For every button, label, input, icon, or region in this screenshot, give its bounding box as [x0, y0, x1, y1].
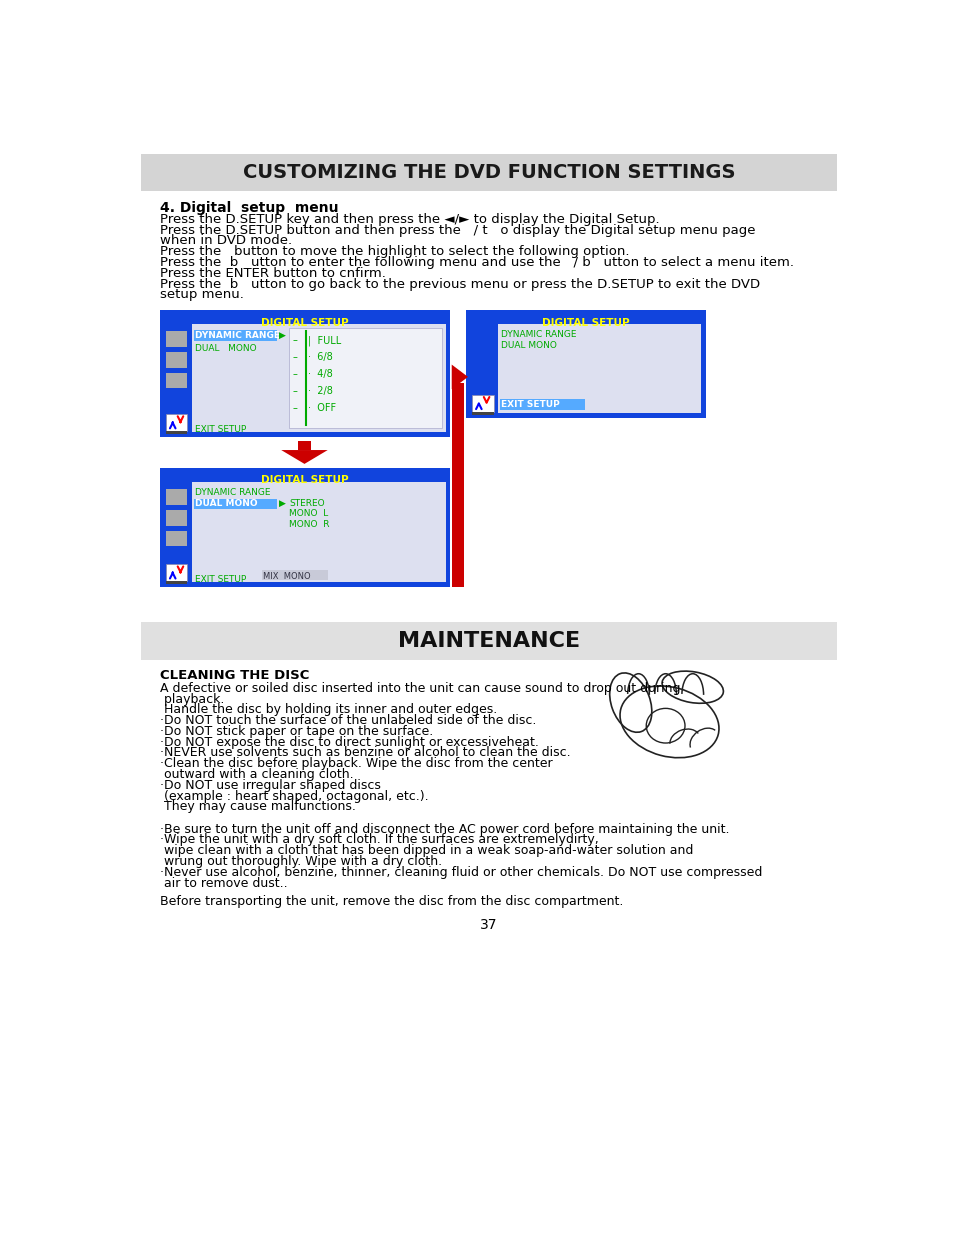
- Bar: [141, 154, 836, 191]
- Text: DIGITAL SETUP: DIGITAL SETUP: [541, 317, 629, 327]
- Bar: [141, 621, 836, 661]
- Text: EXIT SETUP: EXIT SETUP: [195, 574, 246, 584]
- Text: EXIT SETUP: EXIT SETUP: [500, 400, 559, 409]
- Bar: [166, 580, 187, 584]
- Text: –: –: [293, 369, 297, 379]
- Text: CLEANING THE DISC: CLEANING THE DISC: [159, 668, 309, 682]
- Text: A defective or soiled disc inserted into the unit can cause sound to drop out du: A defective or soiled disc inserted into…: [159, 682, 679, 695]
- Text: –: –: [293, 387, 297, 396]
- Text: DIGITAL SETUP: DIGITAL SETUP: [261, 317, 348, 327]
- Bar: [166, 373, 187, 389]
- Text: ·  4/8: · 4/8: [308, 369, 333, 379]
- Text: MAINTENANCE: MAINTENANCE: [397, 631, 579, 651]
- Text: setup menu.: setup menu.: [159, 288, 243, 301]
- Text: ·Wipe the unit with a dry soft cloth. If the surfaces are extremelydirty,: ·Wipe the unit with a dry soft cloth. If…: [159, 834, 598, 846]
- Text: ·Clean the disc before playback. Wipe the disc from the center: ·Clean the disc before playback. Wipe th…: [159, 757, 552, 771]
- Bar: [192, 482, 445, 583]
- Bar: [472, 411, 493, 415]
- Text: ·Do NOT touch the surface of the unlabeled side of the disc.: ·Do NOT touch the surface of the unlabel…: [159, 714, 536, 727]
- Text: DUAL MONO: DUAL MONO: [195, 499, 257, 509]
- Text: playback.: playback.: [159, 693, 224, 705]
- Text: ·NEVER use solvents such as benzine or alcohol to clean the disc.: ·NEVER use solvents such as benzine or a…: [159, 746, 570, 760]
- Text: CUSTOMIZING THE DVD FUNCTION SETTINGS: CUSTOMIZING THE DVD FUNCTION SETTINGS: [242, 163, 735, 183]
- Text: Press the  b   utton to enter the following menu and use the   / b   utton to se: Press the b utton to enter the following…: [159, 256, 793, 269]
- Text: when in DVD mode.: when in DVD mode.: [159, 235, 292, 247]
- Bar: [166, 331, 187, 347]
- Text: ·  2/8: · 2/8: [308, 387, 333, 396]
- Bar: [166, 510, 187, 526]
- Text: MONO  L: MONO L: [289, 509, 328, 519]
- Text: ·  OFF: · OFF: [308, 403, 336, 412]
- Text: ·Do NOT stick paper or tape on the surface.: ·Do NOT stick paper or tape on the surfa…: [159, 725, 433, 739]
- Bar: [193, 330, 277, 341]
- Text: air to remove dust..: air to remove dust..: [159, 877, 287, 889]
- Text: (example : heart shaped, octagonal, etc.).: (example : heart shaped, octagonal, etc.…: [159, 789, 428, 803]
- Bar: [193, 499, 277, 509]
- Text: DYNAMIC RANGE: DYNAMIC RANGE: [500, 330, 577, 338]
- Text: DYNAMIC RANGE: DYNAMIC RANGE: [195, 488, 271, 496]
- Bar: [166, 489, 187, 505]
- Text: DUAL MONO: DUAL MONO: [500, 341, 557, 350]
- Text: DIGITAL SETUP: DIGITAL SETUP: [261, 475, 348, 485]
- Polygon shape: [298, 441, 311, 450]
- Text: EXIT SETUP: EXIT SETUP: [195, 425, 246, 433]
- Text: DYNAMIC RANGE: DYNAMIC RANGE: [195, 331, 280, 340]
- Text: Press the D.SETUP key and then press the ◄/► to display the Digital Setup.: Press the D.SETUP key and then press the…: [159, 212, 659, 226]
- Text: DUAL   MONO: DUAL MONO: [195, 343, 256, 353]
- Bar: [192, 324, 445, 432]
- Text: Before transporting the unit, remove the disc from the disc compartment.: Before transporting the unit, remove the…: [159, 895, 622, 908]
- Text: outward with a cleaning cloth.: outward with a cleaning cloth.: [159, 768, 353, 781]
- Text: Press the   button to move the highlight to select the following option.: Press the button to move the highlight t…: [159, 246, 628, 258]
- Text: 37: 37: [479, 918, 497, 932]
- Text: |  FULL: | FULL: [308, 336, 341, 346]
- Bar: [166, 414, 187, 431]
- Text: ▶: ▶: [278, 499, 286, 509]
- Bar: [465, 310, 705, 417]
- Polygon shape: [281, 450, 328, 464]
- Bar: [289, 327, 441, 429]
- Text: They may cause malfunctions.: They may cause malfunctions.: [159, 800, 355, 814]
- Bar: [166, 531, 187, 546]
- Text: ·Do NOT expose the disc to direct sunlight or excessiveheat.: ·Do NOT expose the disc to direct sunlig…: [159, 736, 537, 748]
- Text: MIX  MONO: MIX MONO: [263, 572, 311, 580]
- Bar: [166, 564, 187, 580]
- Bar: [159, 310, 450, 437]
- Text: ▶: ▶: [278, 331, 286, 340]
- Bar: [159, 468, 450, 587]
- Text: wipe clean with a cloth that has been dipped in a weak soap-and-water solution a: wipe clean with a cloth that has been di…: [159, 845, 692, 857]
- Text: Press the D.SETUP button and then press the   / t   o display the Digital setup : Press the D.SETUP button and then press …: [159, 224, 754, 237]
- Text: –: –: [293, 336, 297, 346]
- Text: –: –: [293, 403, 297, 412]
- Bar: [166, 352, 187, 368]
- Text: ·  6/8: · 6/8: [308, 352, 333, 362]
- Text: ·Never use alcohol, benzine, thinner, cleaning fluid or other chemicals. Do NOT : ·Never use alcohol, benzine, thinner, cl…: [159, 866, 761, 879]
- Text: –: –: [293, 352, 297, 362]
- Bar: [497, 324, 700, 412]
- Text: Press the ENTER button to cnfirm.: Press the ENTER button to cnfirm.: [159, 267, 385, 280]
- Text: STEREO: STEREO: [289, 499, 324, 508]
- Bar: [472, 395, 493, 411]
- Bar: [499, 399, 584, 410]
- Text: ·Be sure to turn the unit off and disconnect the AC power cord before maintainin: ·Be sure to turn the unit off and discon…: [159, 823, 728, 836]
- Text: Handle the disc by holding its inner and outer edges.: Handle the disc by holding its inner and…: [159, 704, 497, 716]
- Bar: [261, 571, 328, 580]
- Bar: [166, 431, 187, 433]
- Polygon shape: [452, 383, 464, 587]
- Text: ·Do NOT use irregular shaped discs: ·Do NOT use irregular shaped discs: [159, 779, 380, 792]
- Polygon shape: [452, 364, 468, 389]
- Text: MONO  R: MONO R: [289, 520, 329, 529]
- Text: Press the  b   utton to go back to the previous menu or press the D.SETUP to exi: Press the b utton to go back to the prev…: [159, 278, 759, 290]
- Polygon shape: [452, 370, 454, 383]
- Text: wrung out thoroughly. Wipe with a dry cloth.: wrung out thoroughly. Wipe with a dry cl…: [159, 855, 441, 868]
- Text: 4. Digital  setup  menu: 4. Digital setup menu: [159, 200, 337, 215]
